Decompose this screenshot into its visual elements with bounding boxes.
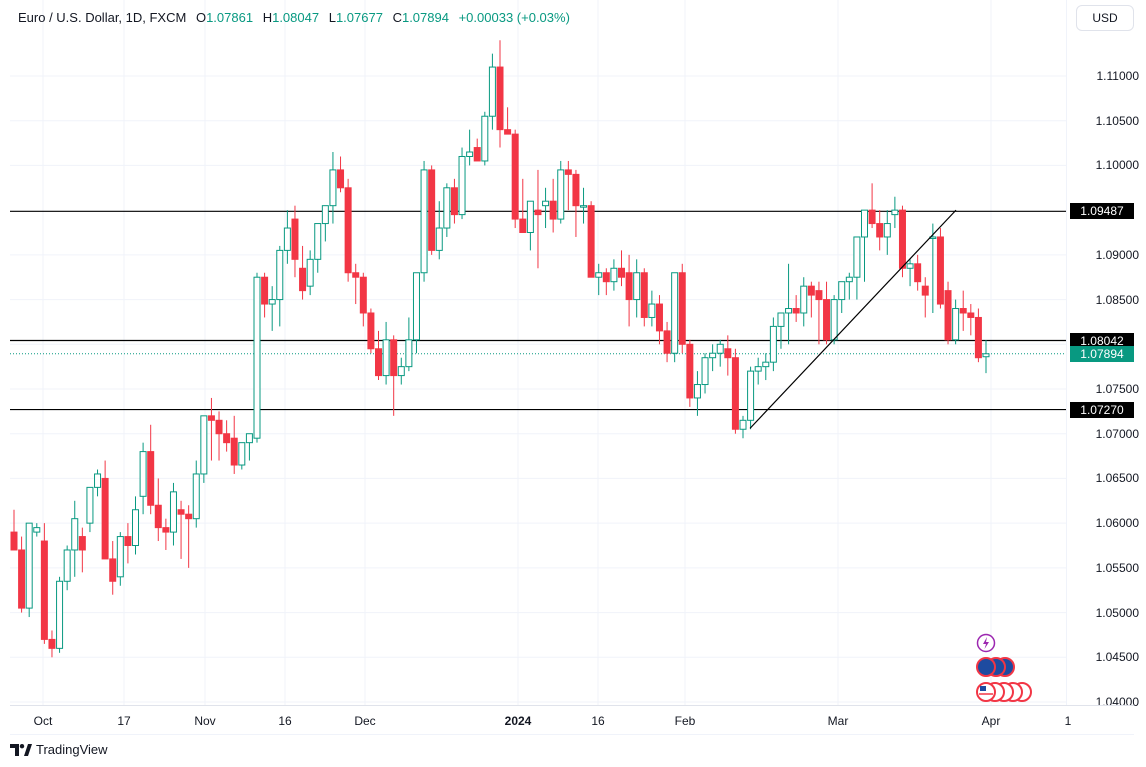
time-label: 16 bbox=[591, 714, 605, 728]
event-icons[interactable] bbox=[975, 633, 1035, 705]
price-label: 1.04500 bbox=[1095, 650, 1139, 665]
time-axis[interactable]: Oct 17 Nov 16 Dec 2024 16 Feb Mar Apr 1 bbox=[10, 705, 1134, 735]
economic-events[interactable] bbox=[975, 633, 1035, 710]
time-label: 1 bbox=[1064, 714, 1072, 728]
last-price-tag: 1.07894 bbox=[1070, 345, 1134, 362]
time-label: 16 bbox=[278, 714, 292, 728]
time-label: Feb bbox=[674, 714, 696, 728]
level-price-tag: 1.09487 bbox=[1070, 203, 1134, 220]
price-label: 1.06000 bbox=[1095, 516, 1139, 531]
tradingview-logo-icon bbox=[10, 743, 32, 756]
time-label: Mar bbox=[827, 714, 849, 728]
close-label: C bbox=[392, 10, 402, 25]
price-label: 1.05500 bbox=[1095, 560, 1139, 575]
time-label: Apr bbox=[981, 714, 1001, 728]
price-label: 1.07500 bbox=[1095, 382, 1139, 396]
eu-flag-icon bbox=[976, 657, 1015, 677]
high-label: H bbox=[262, 10, 273, 25]
high-value: 1.08047 bbox=[272, 10, 320, 25]
price-label: 1.09000 bbox=[1095, 247, 1139, 262]
symbol-legend: Euro / U.S. Dollar, 1D, FXCM O1.07861 H1… bbox=[18, 10, 570, 25]
price-label: 1.05000 bbox=[1095, 605, 1139, 620]
price-label: 1.11000 bbox=[1096, 69, 1140, 83]
tradingview-logo[interactable]: TradingView bbox=[10, 742, 108, 757]
chart-pane[interactable] bbox=[10, 0, 1069, 705]
candlestick-chart[interactable] bbox=[10, 0, 1069, 705]
open-value: 1.07861 bbox=[206, 10, 254, 25]
open-label: O bbox=[195, 10, 207, 25]
brand-name: TradingView bbox=[36, 742, 108, 757]
low-value: 1.07677 bbox=[335, 10, 383, 25]
currency-button[interactable]: USD bbox=[1076, 5, 1134, 31]
level-price-tag: 1.07270 bbox=[1070, 401, 1134, 418]
low-label: L bbox=[328, 10, 336, 25]
change-value: +0.00033 (+0.03%) bbox=[458, 10, 570, 25]
price-label: 1.06500 bbox=[1095, 471, 1139, 486]
level-price-tag: 1.08042 bbox=[1070, 332, 1134, 349]
us-flag-icon bbox=[976, 682, 1032, 702]
price-label: 1.07000 bbox=[1095, 426, 1139, 441]
time-label: 17 bbox=[117, 714, 131, 728]
time-label: Nov bbox=[194, 714, 216, 728]
time-label: 2024 bbox=[504, 714, 532, 728]
price-label: 1.08500 bbox=[1095, 292, 1139, 307]
time-label: Dec bbox=[354, 714, 376, 728]
symbol-title: Euro / U.S. Dollar, 1D, FXCM bbox=[18, 10, 187, 25]
price-label: 1.10000 bbox=[1095, 158, 1139, 173]
time-label: Oct bbox=[33, 714, 53, 728]
close-value: 1.07894 bbox=[401, 10, 449, 25]
price-label: 1.10500 bbox=[1095, 113, 1139, 128]
